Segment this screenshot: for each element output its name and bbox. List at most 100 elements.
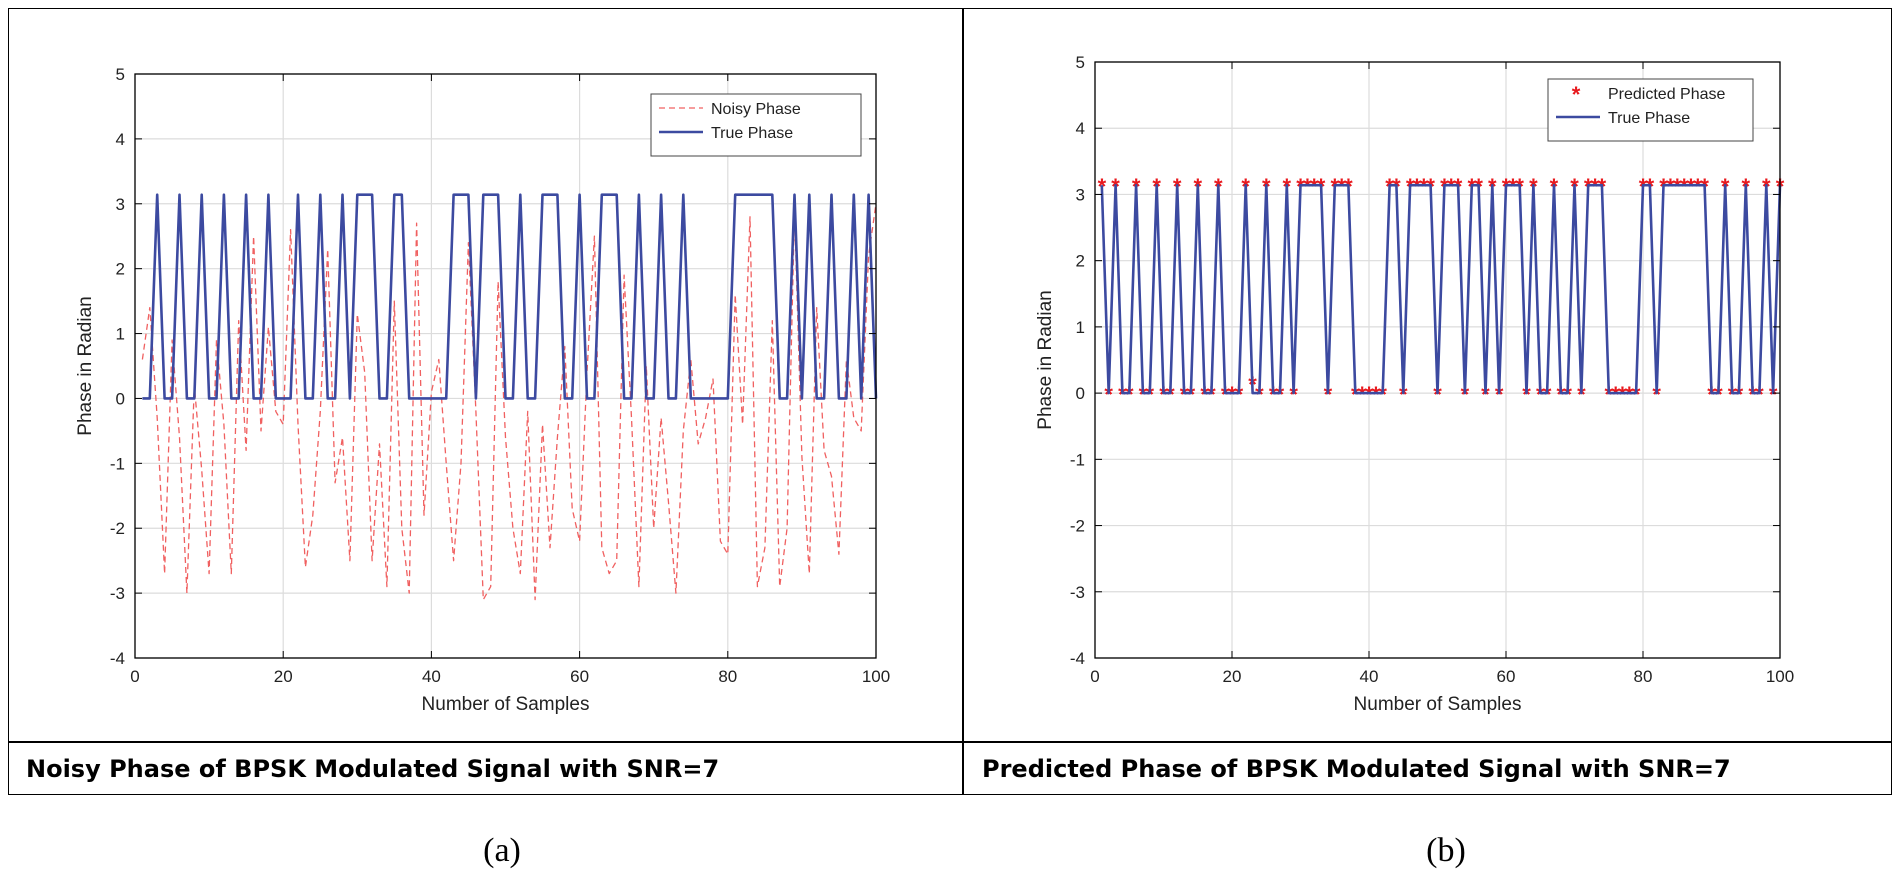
y-tick-label: 1 [1076, 318, 1085, 337]
predicted-phase-marker: * [1714, 382, 1723, 407]
sublabel-b: (b) [1426, 832, 1466, 869]
predicted-phase-marker: * [1433, 382, 1442, 407]
predicted-phase-marker: * [1187, 382, 1196, 407]
predicted-phase-marker: * [1563, 382, 1572, 407]
y-tick-label: 0 [1076, 384, 1085, 403]
predicted-phase-marker: * [1125, 382, 1134, 407]
predicted-phase-marker: * [1673, 174, 1682, 199]
predicted-phase-marker: * [1255, 382, 1264, 407]
x-tick-label: 80 [718, 667, 737, 686]
x-tick-label: 20 [1223, 667, 1242, 686]
predicted-phase-marker: * [1207, 382, 1216, 407]
predicted-phase-marker: * [1337, 174, 1346, 199]
predicted-phase-marker: * [1748, 382, 1757, 407]
predicted-phase-marker: * [1728, 382, 1737, 407]
x-tick-label: 60 [1497, 667, 1516, 686]
legend-label: Noisy Phase [711, 101, 801, 118]
true-phase-line [142, 193, 878, 400]
predicted-phase-marker: * [1372, 382, 1381, 407]
sublabel-a: (a) [483, 832, 521, 869]
axes-box [134, 73, 877, 659]
legend-box [1547, 78, 1754, 142]
legend-label: True Phase [711, 125, 793, 142]
x-tick-label: 80 [1634, 667, 1653, 686]
predicted-phase-marker: * [1577, 382, 1586, 407]
predicted-phase-marker: * [1303, 174, 1312, 199]
predicted-phase-marker: * [1399, 382, 1408, 407]
predicted-phase-marker: * [1509, 174, 1518, 199]
predicted-phase-marker: * [1166, 382, 1175, 407]
predicted-phase-marker: * [1687, 174, 1696, 199]
y-tick-label: -3 [1070, 583, 1085, 602]
predicted-phase-marker: * [1324, 382, 1333, 407]
x-tick-label: 100 [1766, 667, 1794, 686]
predicted-phase-marker: * [1735, 382, 1744, 407]
y-tick-label: -4 [110, 649, 125, 668]
x-tick-label: 40 [422, 667, 441, 686]
predicted-phase-marker: * [1413, 174, 1422, 199]
predicted-phase-marker: * [1666, 174, 1675, 199]
predicted-phase-marker: * [1495, 382, 1504, 407]
legend-label: True Phase [1608, 110, 1690, 127]
y-tick-label: 4 [1076, 119, 1085, 138]
predicted-phase-marker: * [1118, 382, 1127, 407]
predicted-phase-marker: * [1694, 174, 1703, 199]
y-tick-label: -2 [1070, 517, 1085, 536]
legend-marker: * [1572, 82, 1581, 107]
caption-divider [8, 741, 1892, 743]
x-axis-label: Number of Samples [422, 694, 590, 715]
predicted-phase-marker: * [1447, 174, 1456, 199]
y-tick-label: 5 [116, 65, 125, 84]
panel-divider [962, 8, 964, 795]
predicted-phase-marker: * [1269, 382, 1278, 407]
y-tick-label: 0 [116, 389, 125, 408]
predicted-phase-marker: * [1351, 382, 1360, 407]
y-tick-label: -1 [110, 454, 125, 473]
y-tick-label: -3 [110, 584, 125, 603]
x-tick-label: 100 [862, 667, 890, 686]
caption-b: Predicted Phase of BPSK Modulated Signal… [982, 755, 1731, 783]
predicted-phase-marker: * [1769, 382, 1778, 407]
predicted-phase-marker: * [1557, 382, 1566, 407]
predicted-phase-marker: * [1611, 382, 1620, 407]
x-tick-label: 0 [1090, 667, 1099, 686]
predicted-phase-marker: * [1146, 382, 1155, 407]
predicted-phase-marker: * [1522, 382, 1531, 407]
predicted-phase-marker: * [1625, 382, 1634, 407]
x-tick-label: 0 [130, 667, 139, 686]
predicted-phase-marker: * [1289, 382, 1298, 407]
predicted-phase-marker: * [1461, 382, 1470, 407]
y-tick-label: 4 [116, 130, 125, 149]
y-tick-label: 1 [116, 325, 125, 344]
legend-box [650, 93, 862, 157]
true-phase-line [1100, 183, 1782, 395]
predicted-phase-marker: * [1200, 382, 1209, 407]
y-tick-label: 3 [1076, 185, 1085, 204]
predicted-phase-marker: * [1680, 174, 1689, 199]
figure-frame [8, 8, 1892, 795]
predicted-phase-marker: * [1310, 174, 1319, 199]
predicted-phase-marker: * [1358, 382, 1367, 407]
x-tick-label: 20 [274, 667, 293, 686]
y-tick-label: 3 [116, 195, 125, 214]
y-tick-label: -2 [110, 519, 125, 538]
predicted-phase-marker: * [1481, 382, 1490, 407]
predicted-phase-marker: * [1365, 382, 1374, 407]
y-tick-label: -1 [1070, 450, 1085, 469]
predicted-phase-marker: * [1228, 382, 1237, 407]
predicted-phase-marker: * [1604, 382, 1613, 407]
chart-panel-b: ****************************************… [1035, 53, 1794, 715]
predicted-phase-marker: * [1159, 382, 1168, 407]
predicted-phase-marker: * [1276, 382, 1285, 407]
x-tick-label: 60 [570, 667, 589, 686]
predicted-phase-marker: * [1104, 382, 1113, 407]
chart-panel-a: 0 20 40 60 80 100 -4 -3 -2 -1 0 1 2 3 4 5 Number of Samp… [75, 65, 890, 715]
legend-label: Predicted Phase [1608, 86, 1726, 103]
x-tick-label: 40 [1360, 667, 1379, 686]
predicted-phase-marker: * [1755, 382, 1764, 407]
predicted-phase-marker: * [1632, 382, 1641, 407]
axes-box [1094, 61, 1781, 659]
predicted-phase-marker: * [1378, 382, 1387, 407]
predicted-phase-marker: * [1591, 174, 1600, 199]
predicted-phase-marker: * [1221, 382, 1230, 407]
